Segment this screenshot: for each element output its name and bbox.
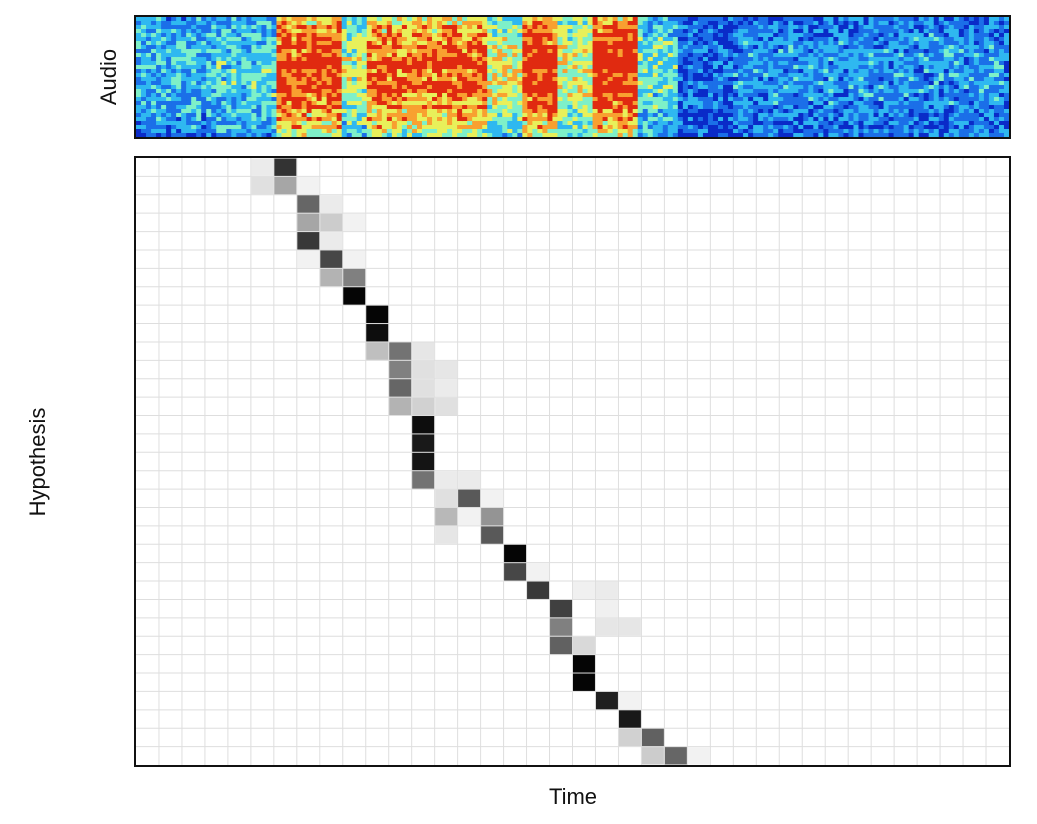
attention-cell (435, 507, 458, 526)
attention-cell (320, 232, 343, 250)
audio-spectrogram (134, 15, 1011, 139)
attention-cell (412, 360, 435, 379)
attention-cell (458, 489, 481, 507)
attention-cell (481, 507, 504, 526)
attention-cell (527, 581, 550, 599)
attention-cell (641, 728, 664, 747)
attention-cell (389, 342, 412, 360)
attention-cell (412, 342, 435, 360)
attention-cell (573, 655, 595, 673)
attention-cell (435, 526, 458, 544)
attention-cell (274, 158, 297, 176)
attention-cell (550, 599, 572, 618)
attention-cell (251, 158, 274, 176)
attention-cell (481, 489, 504, 507)
attention-cell (573, 673, 595, 691)
attention-cell (435, 397, 458, 416)
attention-cell (595, 581, 618, 599)
attention-cell (573, 581, 595, 599)
attention-cell (320, 250, 343, 268)
time-axis-label: Time (548, 784, 598, 809)
attention-cell (435, 379, 458, 397)
grid-lines (136, 158, 1009, 765)
attention-cell (504, 544, 527, 563)
attention-cell (550, 618, 572, 636)
attention-cell (320, 195, 343, 213)
attention-cell (595, 599, 618, 618)
attention-cell (664, 747, 687, 765)
attention-cell (435, 360, 458, 379)
attention-cell (297, 232, 320, 250)
attention-cell (550, 636, 572, 655)
attention-cell (412, 471, 435, 489)
attention-cell (618, 710, 641, 728)
attention-cell (251, 176, 274, 195)
attention-cell (366, 305, 389, 324)
attention-cell (435, 471, 458, 489)
attention-cell (435, 489, 458, 507)
attention-cell (297, 213, 320, 232)
attention-cell (389, 397, 412, 416)
attention-cell (320, 268, 343, 287)
attention-cell (458, 507, 481, 526)
attention-cell (687, 747, 710, 765)
hypothesis-tick-labels: how<space>much<space>would<space>a<space… (0, 0, 130, 824)
attention-cell (343, 268, 366, 287)
attention-cell (297, 176, 320, 195)
attention-cells (251, 158, 710, 765)
attention-cell (366, 324, 389, 342)
spectrogram-texture (136, 17, 1009, 137)
attention-cell (343, 250, 366, 268)
attention-cell (641, 747, 664, 765)
attention-cell (297, 195, 320, 213)
attention-cell (389, 360, 412, 379)
attention-cell (412, 416, 435, 434)
attention-cell (343, 287, 366, 305)
attention-cell (412, 397, 435, 416)
attention-cell (412, 379, 435, 397)
attention-cell (320, 213, 343, 232)
attention-cell (481, 526, 504, 544)
hypothesis-axis-label: Hypothesis (25, 407, 50, 517)
attention-cell (595, 618, 618, 636)
attention-cell (412, 452, 435, 471)
attention-cell (389, 379, 412, 397)
attention-cell (504, 563, 527, 581)
attention-matrix (134, 156, 1011, 767)
attention-cell (343, 213, 366, 232)
attention-cell (297, 250, 320, 268)
attention-cell (618, 618, 641, 636)
attention-cell (527, 563, 550, 581)
attention-cell (595, 691, 618, 710)
audio-axis-label: Audio (96, 48, 121, 106)
attention-cell (274, 176, 297, 195)
attention-cell (573, 636, 595, 655)
attention-cell (618, 728, 641, 747)
attention-cell (366, 342, 389, 360)
attention-cell (412, 434, 435, 452)
attention-cell (458, 471, 481, 489)
attention-cell (618, 691, 641, 710)
